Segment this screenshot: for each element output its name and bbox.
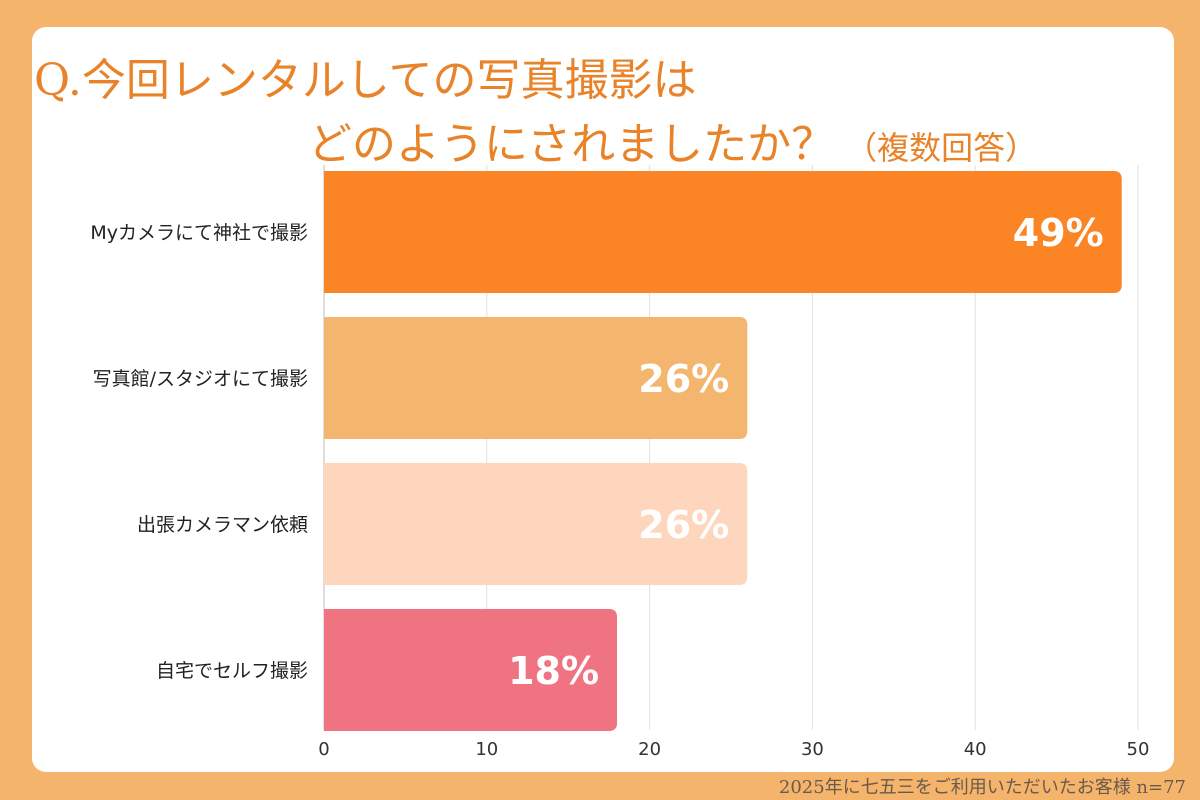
category-label: 自宅でセルフ撮影	[156, 660, 308, 682]
bar	[324, 463, 748, 585]
x-tick-label: 40	[964, 739, 987, 760]
chart-title-question: どのようにされましたか？	[308, 119, 836, 170]
x-tick-label: 20	[638, 739, 661, 760]
data-label: 18%	[508, 649, 599, 693]
x-tick-label: 10	[475, 739, 498, 760]
footnote: 2025年に七五三をご利用いただいたお客様 n=77	[778, 777, 1186, 798]
data-label: 26%	[638, 357, 729, 401]
category-label: 写真館/スタジオにて撮影	[93, 368, 308, 390]
x-tick-label: 0	[318, 739, 329, 760]
data-label: 49%	[1013, 211, 1104, 255]
bar	[324, 609, 618, 731]
bar	[324, 317, 748, 439]
chart-title-line1: Q.今回レンタルしての写真撮影は	[34, 55, 697, 106]
bar	[324, 171, 1122, 293]
data-label: 26%	[638, 503, 729, 547]
x-tick-label: 50	[1127, 739, 1150, 760]
chart-title-note: （複数回答）	[845, 129, 1038, 167]
category-label: 出張カメラマン依頼	[137, 514, 308, 536]
category-label: Myカメラにて神社で撮影	[90, 222, 308, 244]
x-tick-label: 30	[801, 739, 824, 760]
chart-title-line2: どのようにされましたか？ （複数回答）	[308, 108, 1037, 172]
